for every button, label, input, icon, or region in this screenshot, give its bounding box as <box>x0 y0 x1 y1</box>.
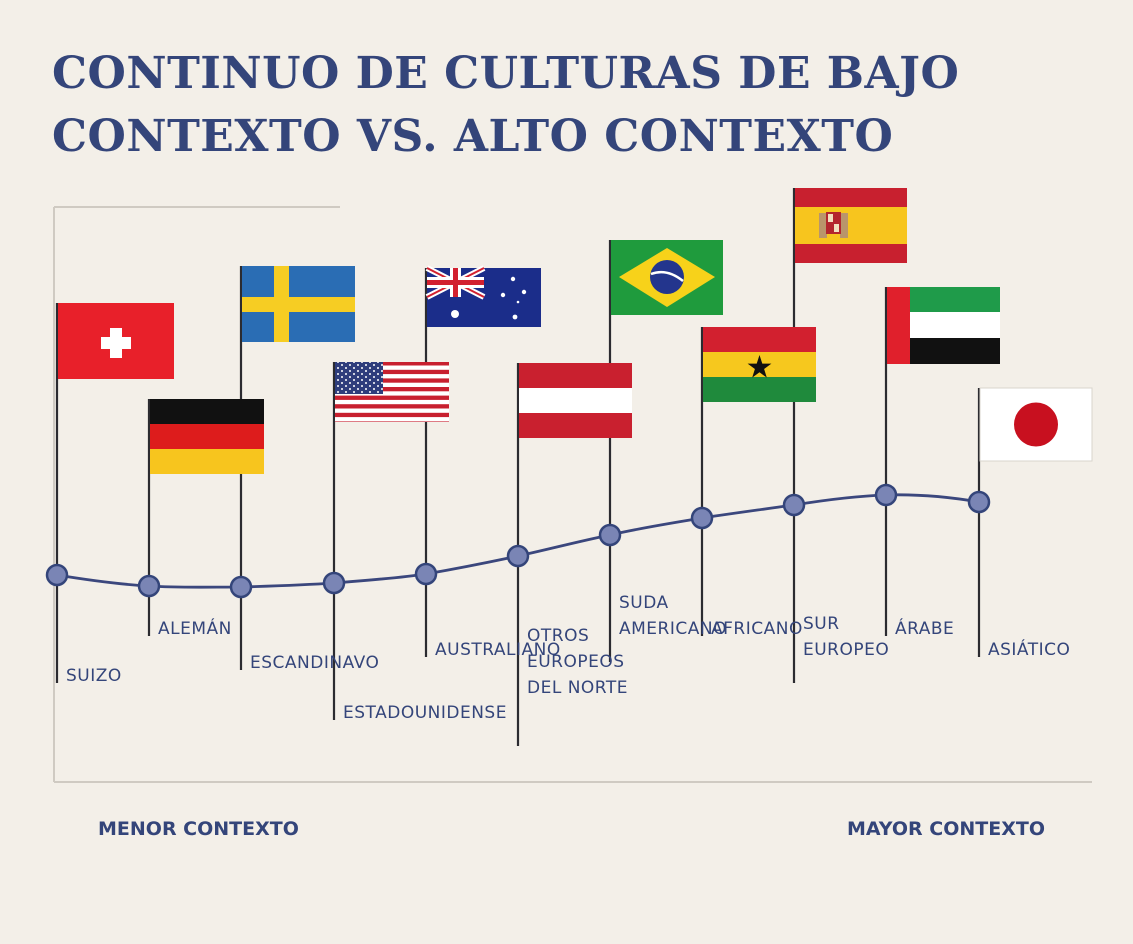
culture-label-australiano: AUSTRALIANO <box>435 640 561 660</box>
culture-label-arabe: ÁRABE <box>895 617 954 639</box>
marker-escandinavo <box>229 575 253 599</box>
marker-aleman <box>137 574 161 598</box>
spain-flag <box>795 188 907 263</box>
sweden-flag <box>242 266 355 342</box>
flag-poles <box>55 188 981 746</box>
marker-sur-europeo <box>782 493 806 517</box>
brazil-flag <box>611 240 723 315</box>
culture-label-escandinavo: ESCANDINAVO <box>250 653 379 673</box>
marker-sudamericano <box>598 523 622 547</box>
culture-label-suizo: SUIZO <box>66 666 122 686</box>
culture-label-asiatico: ASIÁTICO <box>988 638 1070 660</box>
culture-label-estadounidense: ESTADOUNIDENSE <box>343 703 507 723</box>
axis-label-high-context: MAYOR CONTEXTO <box>847 818 1045 840</box>
marker-suizo <box>45 563 69 587</box>
australia-flag <box>425 265 541 327</box>
marker-asiatico <box>967 490 991 514</box>
diagram-frame <box>53 206 1092 783</box>
marker-otros-europeos <box>506 544 530 568</box>
culture-labels: SUIZO ALEMÁN ESCANDINAVO ESTADOUNIDENSE AUST… <box>66 593 1070 723</box>
ghana-flag <box>703 327 816 402</box>
axis-label-low-context: MENOR CONTEXTO <box>98 818 299 840</box>
usa-flag <box>335 362 449 422</box>
marker-australiano <box>414 562 438 586</box>
culture-label-sur-europeo: SUR EUROPEO <box>803 614 889 660</box>
continuum-markers <box>45 483 991 599</box>
page-title-line-2: CONTEXTO VS. ALTO CONTEXTO <box>52 111 894 162</box>
japan-flag <box>979 387 1093 462</box>
culture-label-aleman: ALEMÁN <box>158 617 232 639</box>
marker-estadounidense <box>322 571 346 595</box>
culture-label-sudamericano: SUDA AMERICANO <box>619 593 727 639</box>
switzerland-flag <box>58 303 174 379</box>
culture-label-africano: AFRICANO <box>711 619 803 639</box>
uae-flag <box>887 287 1000 364</box>
marker-africano <box>690 506 714 530</box>
germany-flag <box>150 399 264 474</box>
culture-label-otros-europeos: OTROS EUROPEOS DEL NORTE <box>527 626 628 698</box>
page-title-line-1: CONTINUO DE CULTURAS DE BAJO <box>52 48 960 99</box>
austria-flag <box>519 363 632 438</box>
marker-arabe <box>874 483 898 507</box>
